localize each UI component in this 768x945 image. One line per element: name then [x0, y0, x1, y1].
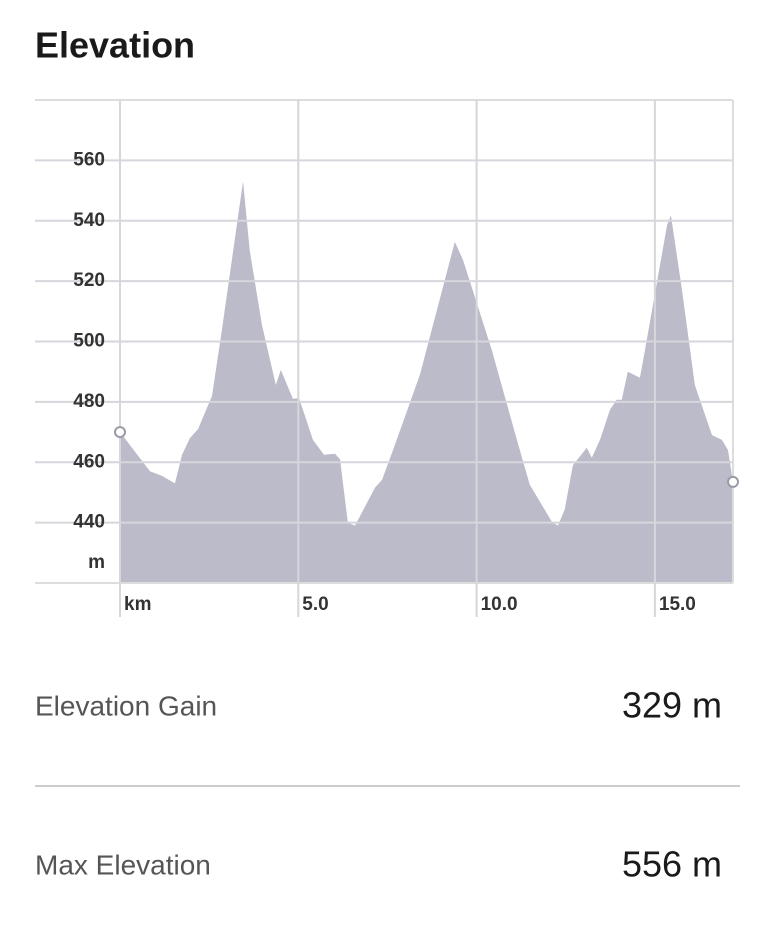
y-tick-label: 500	[73, 331, 105, 352]
y-unit: m	[88, 552, 105, 573]
title: Elevation	[35, 25, 195, 66]
elevation-area	[120, 181, 733, 583]
y-tick-label: 520	[73, 270, 105, 291]
endpoint-marker	[114, 426, 126, 439]
stat-value: 556 m	[622, 844, 722, 885]
y-tick-label: 440	[73, 512, 105, 533]
y-tick-label: 560	[73, 149, 105, 170]
x-tick-label: 5.0	[302, 594, 328, 615]
stats: Elevation Gain 329 m Max Elevation 556 m	[35, 685, 722, 885]
y-tick-label: 480	[73, 391, 105, 412]
y-tick-label: 540	[73, 210, 105, 231]
x-tick-label: km	[124, 594, 151, 615]
y-tick-label: 460	[73, 451, 105, 472]
x-tick-label: 10.0	[481, 594, 518, 615]
stat-label: Elevation Gain	[35, 690, 217, 721]
stat-label: Max Elevation	[35, 849, 211, 880]
stat-value: 329 m	[622, 685, 722, 726]
endpoint-marker	[727, 475, 739, 488]
x-tick-label: 15.0	[659, 594, 696, 615]
